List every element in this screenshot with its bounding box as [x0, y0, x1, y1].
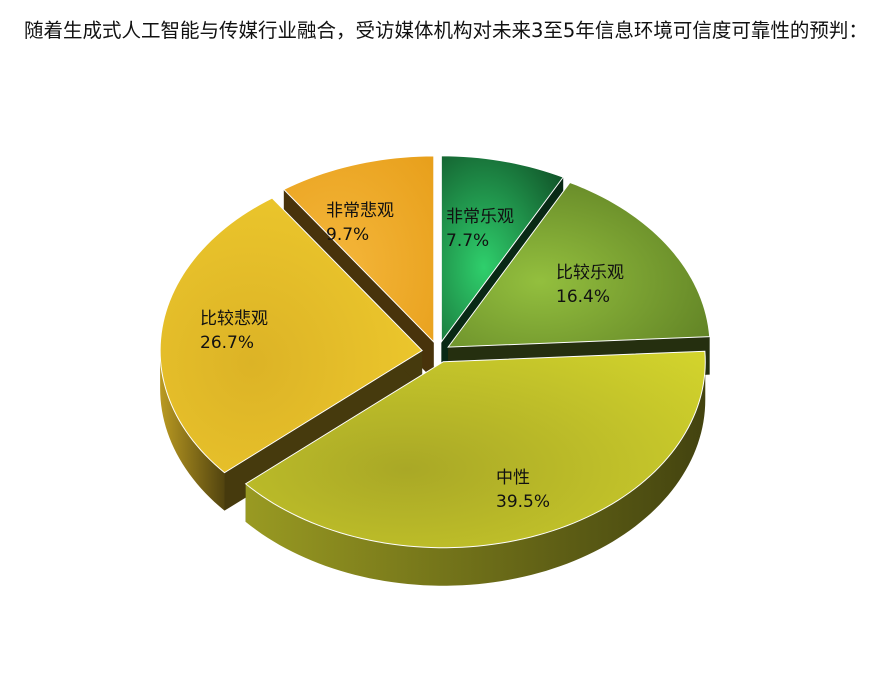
slice-value-label: 16.4% — [556, 287, 610, 307]
chart-title: 随着生成式人工智能与传媒行业融合，受访媒体机构对未来3至5年信息环境可信度可靠性… — [24, 19, 868, 42]
slice-value-label: 7.7% — [446, 231, 489, 251]
slice-value-label: 9.7% — [326, 225, 369, 245]
slice-name-label: 中性 — [496, 468, 530, 488]
slice-outer-wall — [245, 361, 706, 586]
slice-name-label: 比较乐观 — [556, 263, 624, 283]
slice-value-label: 26.7% — [200, 333, 254, 353]
slice-outer-wall — [160, 350, 225, 511]
slice-top-face — [244, 350, 706, 549]
slice-top-face — [159, 197, 423, 474]
slice-top-face — [447, 181, 711, 348]
slice-top-face — [440, 155, 565, 344]
slice-name-label: 比较悲观 — [200, 309, 268, 329]
slice-name-label: 非常悲观 — [326, 201, 394, 221]
slice-top-face — [282, 155, 435, 344]
pie-slice-2: 中性 39.5% — [244, 350, 706, 586]
slice-name-label: 非常乐观 — [446, 207, 514, 227]
slice-value-label: 39.5% — [496, 492, 550, 512]
